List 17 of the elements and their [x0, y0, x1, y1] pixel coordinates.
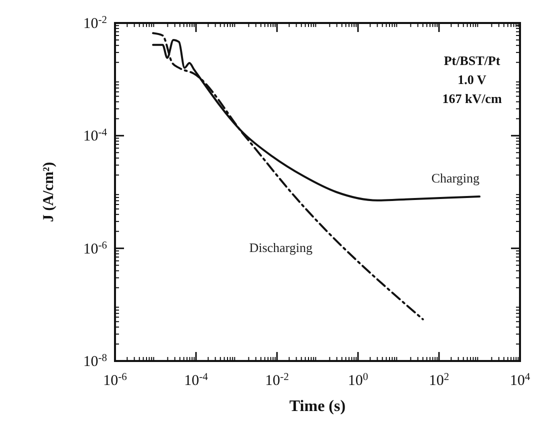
y-tick-label: 10$^{-8}$ — [83, 352, 107, 370]
x-axis-title: Time (s) — [289, 398, 346, 415]
y-tick-label: 10$^{-6}$ — [83, 240, 107, 258]
x-tick-label: 10$^{-2}$ — [265, 372, 289, 389]
series-label: Discharging — [249, 240, 314, 255]
x-tick-label: 10$^{-6}$ — [103, 372, 127, 389]
y-tick-label: 10$^{-4}$ — [83, 127, 108, 145]
y-axis-title: J (A/cm²) — [41, 162, 57, 222]
x-tick-label: 10$^{-4}$ — [184, 372, 209, 389]
x-tick-label: 10$^{4}$ — [510, 372, 531, 389]
y-tick-label: 10$^{-2}$ — [83, 14, 107, 32]
annotation: 1.0 V — [458, 72, 487, 87]
annotation: Pt/BST/Pt — [444, 53, 501, 68]
x-tick-label: 10$^{2}$ — [428, 372, 450, 389]
x-tick-label: 10$^{0}$ — [348, 372, 368, 389]
series-label: Charging — [431, 170, 480, 186]
annotation: 167 kV/cm — [442, 91, 502, 106]
